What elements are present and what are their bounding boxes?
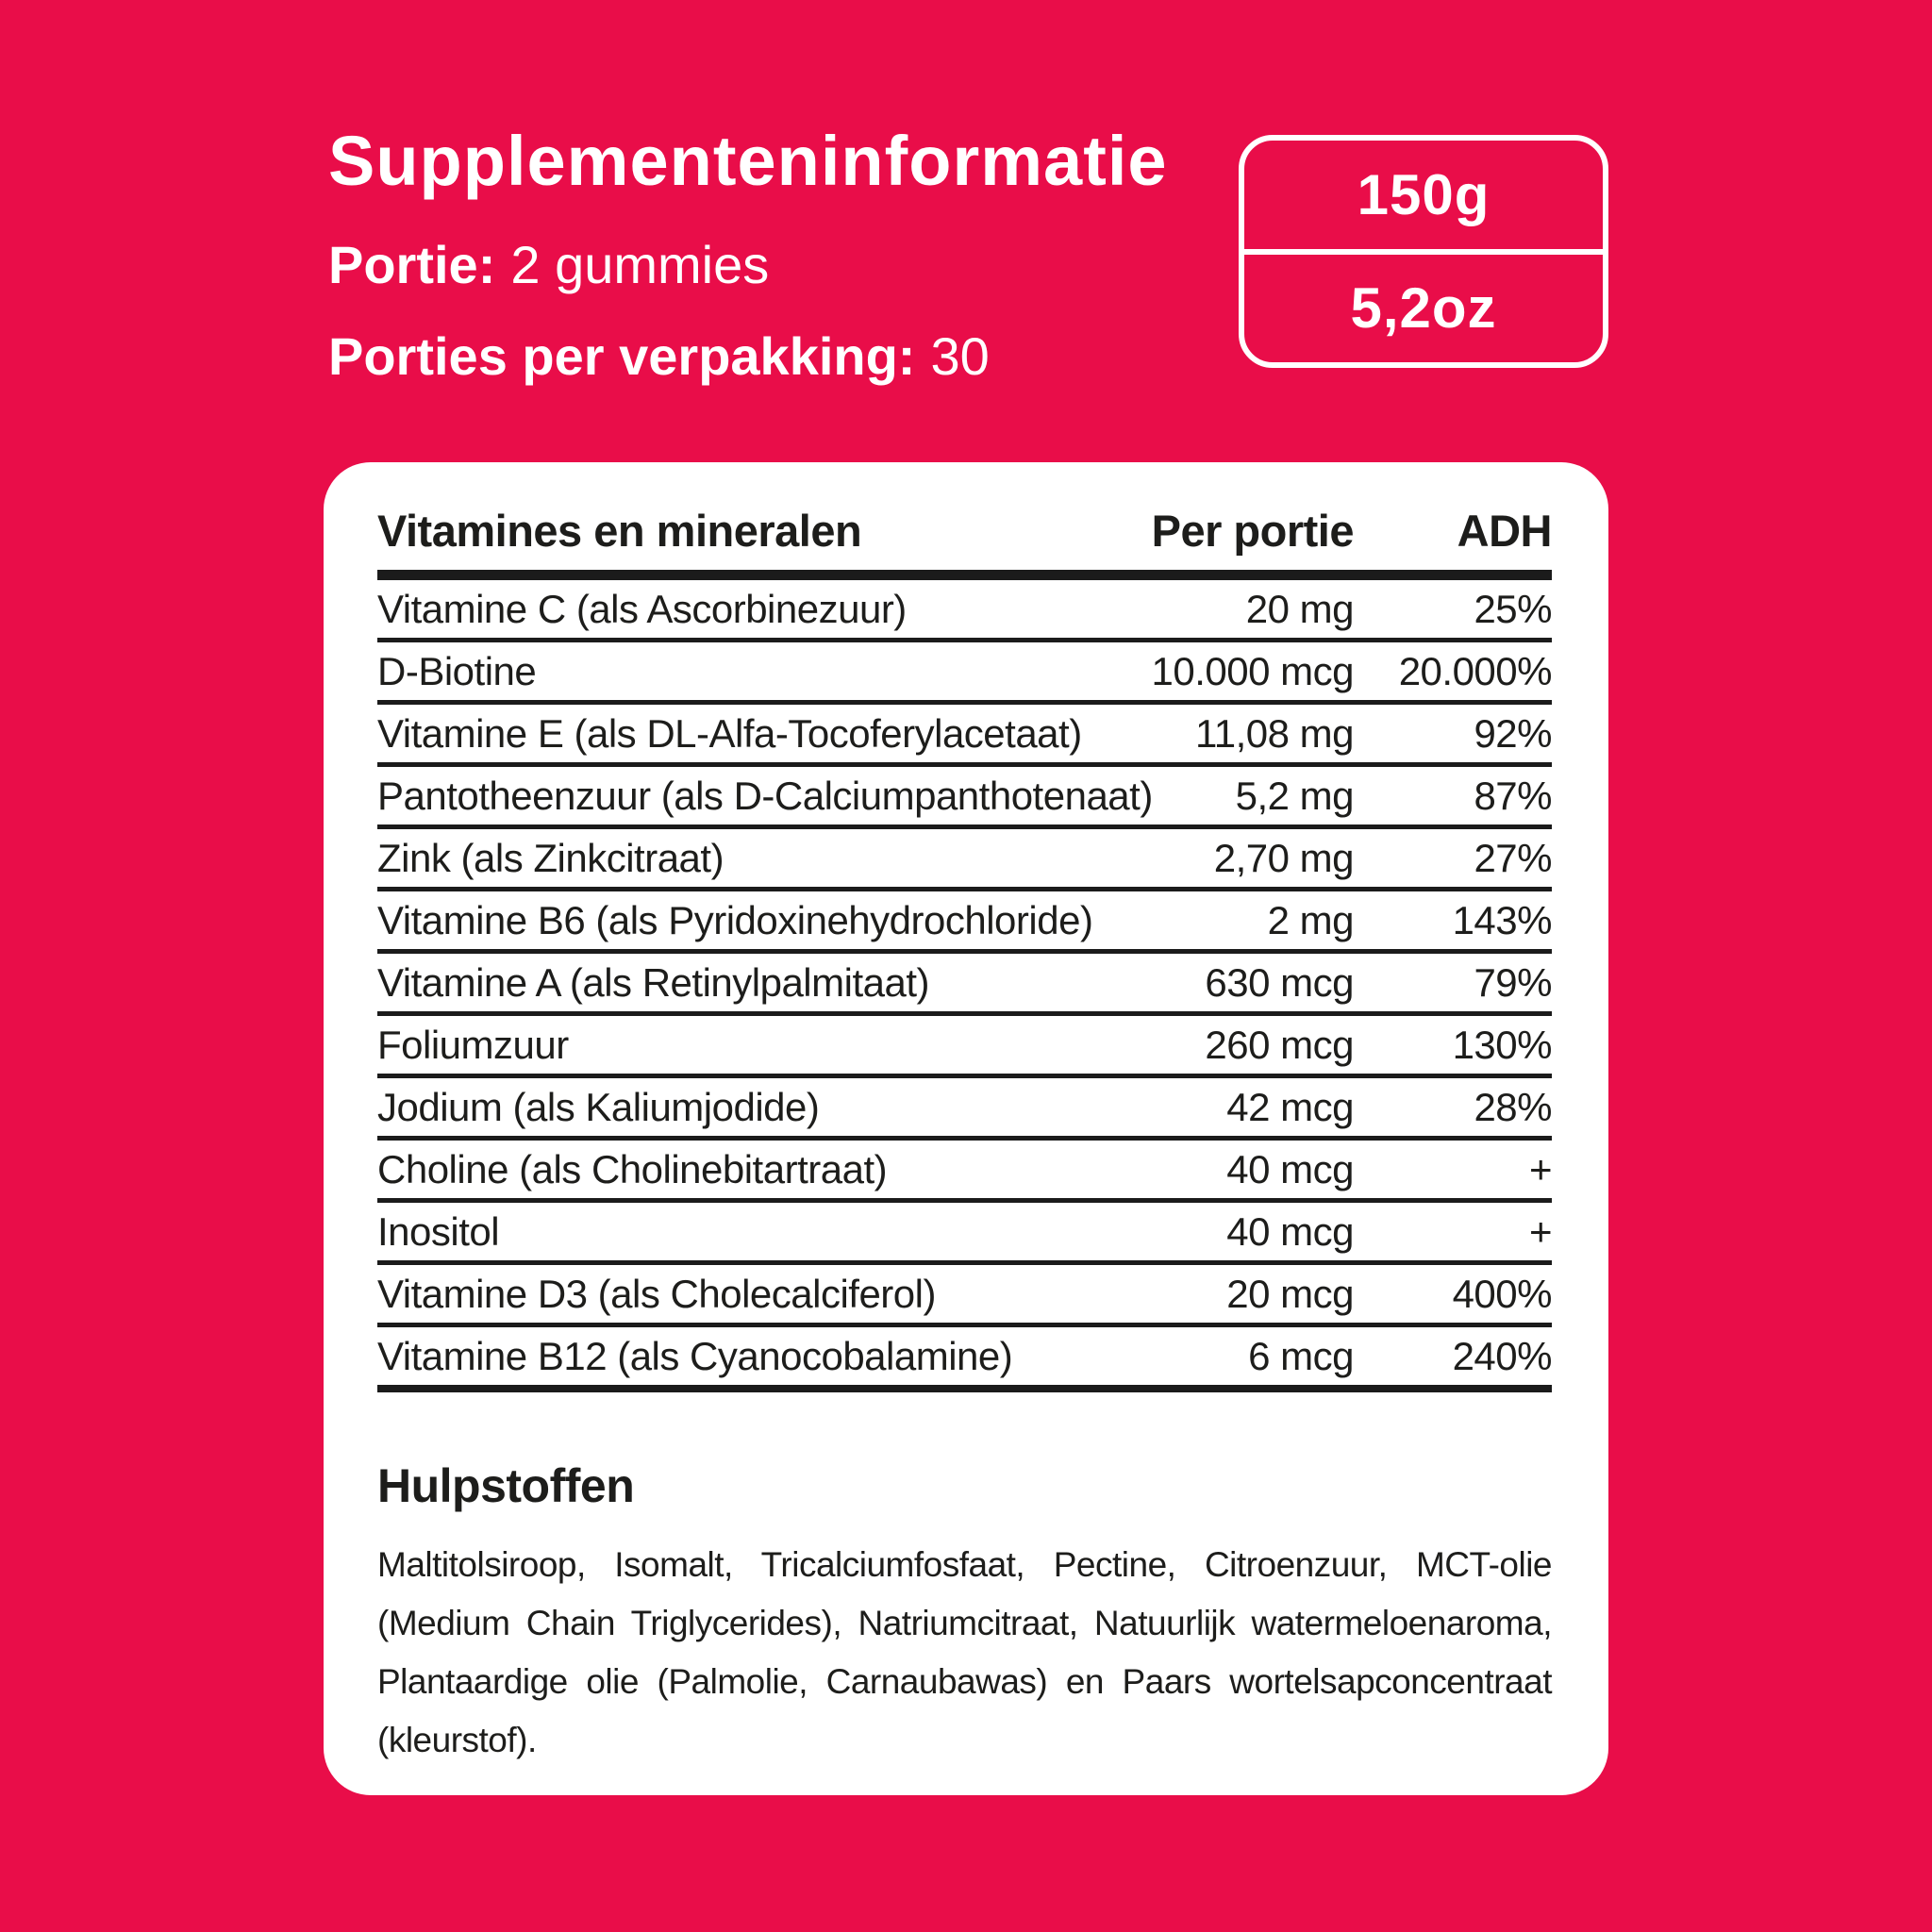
- nutrient-amount: 11,08 mg: [1195, 711, 1355, 756]
- excipients-line: Plantaardige olie (Palmolie, Carnaubawas…: [377, 1662, 1553, 1701]
- excipients-line: (Medium Chain Triglycerides), Natriumcit…: [377, 1604, 1553, 1642]
- serving-size-line: Portie: 2 gummies: [328, 234, 769, 295]
- nutrient-name: Vitamine B6 (als Pyridoxinehydrochloride…: [377, 898, 1093, 942]
- nutrient-name: D-Biotine: [377, 649, 537, 693]
- nutrient-adh: 25%: [1474, 587, 1552, 631]
- nutrient-name: Choline (als Cholinebitartraat): [377, 1147, 888, 1191]
- table-row: D-Biotine 10.000 mcg 20.000%: [377, 642, 1553, 705]
- nutrient-adh: 240%: [1452, 1334, 1553, 1378]
- table-row: Zink (als Zinkcitraat) 2,70 mg 27%: [377, 829, 1552, 891]
- excipients-line: (kleurstof).: [377, 1721, 537, 1759]
- nutrient-amount: 20 mcg: [1226, 1272, 1354, 1316]
- serving-size-label: Portie:: [328, 235, 496, 294]
- table-row: Inositol 40 mcg +: [377, 1203, 1553, 1265]
- table-header-nutrients: Vitamines en mineralen: [377, 506, 862, 556]
- nutrient-name: Inositol: [377, 1209, 500, 1254]
- nutrient-name: Vitamine B12 (als Cyanocobalamine): [377, 1334, 1013, 1378]
- nutrient-adh: 79%: [1474, 960, 1552, 1005]
- nutrient-adh: 27%: [1474, 836, 1552, 880]
- table-header-row: Vitamines en mineralen Per portie ADH: [377, 504, 1553, 580]
- nutrient-adh: 28%: [1474, 1085, 1552, 1129]
- excipients-heading: Hulpstoffen: [377, 1459, 635, 1512]
- nutrient-adh: 87%: [1474, 774, 1552, 818]
- servings-per-pack-line: Porties per verpakking: 30: [328, 325, 990, 387]
- table-row: Foliumzuur 260 mcg 130%: [377, 1016, 1553, 1078]
- table-header-adh: ADH: [1457, 506, 1553, 556]
- nutrient-amount: 260 mcg: [1205, 1023, 1354, 1067]
- nutrient-name: Vitamine A (als Retinylpalmitaat): [377, 960, 930, 1005]
- nutrient-amount: 6 mcg: [1248, 1334, 1354, 1378]
- nutrient-name: Vitamine C (als Ascorbinezuur): [377, 587, 907, 631]
- net-weight-ounces: 5,2oz: [1350, 276, 1497, 341]
- nutrient-amount: 630 mcg: [1205, 960, 1354, 1005]
- nutrient-name: Pantotheenzuur (als D-Calciumpanthotenaa…: [377, 774, 1153, 818]
- nutrient-adh: 143%: [1452, 898, 1553, 942]
- table-body: Vitamine C (als Ascorbinezuur) 20 mg 25%…: [377, 580, 1553, 1392]
- nutrient-name: Vitamine E (als DL-Alfa-Tocoferylacetaat…: [377, 711, 1082, 756]
- table-row: Vitamine D3 (als Cholecalciferol) 20 mcg…: [377, 1265, 1553, 1327]
- nutrient-name: Foliumzuur: [377, 1023, 569, 1067]
- table-row: Vitamine E (als DL-Alfa-Tocoferylacetaat…: [377, 705, 1552, 767]
- nutrient-name: Vitamine D3 (als Cholecalciferol): [377, 1272, 936, 1316]
- servings-per-pack-value: 30: [930, 326, 990, 386]
- nutrient-amount: 2 mg: [1267, 898, 1355, 942]
- nutrient-amount: 5,2 mg: [1235, 774, 1355, 818]
- table-row: Choline (als Cholinebitartraat) 40 mcg +: [377, 1141, 1553, 1203]
- nutrient-name: Zink (als Zinkcitraat): [377, 836, 724, 880]
- table-row: Pantotheenzuur (als D-Calciumpanthotenaa…: [377, 767, 1552, 829]
- nutrient-amount: 20 mg: [1245, 587, 1355, 631]
- table-row: Vitamine C (als Ascorbinezuur) 20 mg 25%: [377, 580, 1552, 642]
- nutrient-amount: 42 mcg: [1226, 1085, 1354, 1129]
- table-row: Jodium (als Kaliumjodide) 42 mcg 28%: [377, 1078, 1552, 1141]
- table-row: Vitamine B6 (als Pyridoxinehydrochloride…: [377, 891, 1553, 954]
- nutrient-amount: 40 mcg: [1226, 1209, 1354, 1254]
- nutrient-adh: +: [1528, 1209, 1553, 1254]
- net-weight-badge: 150g 5,2oz: [1239, 135, 1608, 368]
- nutrient-adh: 130%: [1452, 1023, 1553, 1067]
- servings-per-pack-label: Porties per verpakking:: [328, 326, 916, 386]
- excipients-line: Maltitolsiroop, Isomalt, Tricalciumfosfa…: [377, 1545, 1553, 1584]
- supplement-facts-card: Vitamines en mineralen Per portie ADH Vi…: [324, 462, 1608, 1795]
- nutrient-amount: 10.000 mcg: [1151, 649, 1355, 693]
- nutrient-name: Jodium (als Kaliumjodide): [377, 1085, 820, 1129]
- nutrient-adh: +: [1528, 1147, 1553, 1191]
- page-title: Supplementeninformatie: [328, 122, 1168, 200]
- serving-size-value: 2 gummies: [510, 235, 770, 294]
- nutrient-adh: 92%: [1474, 711, 1552, 756]
- nutrient-adh: 400%: [1452, 1272, 1553, 1316]
- nutrient-adh: 20.000%: [1398, 649, 1553, 693]
- table-row: Vitamine A (als Retinylpalmitaat) 630 mc…: [377, 954, 1552, 1016]
- nutrient-amount: 40 mcg: [1226, 1147, 1354, 1191]
- table-row: Vitamine B12 (als Cyanocobalamine) 6 mcg…: [377, 1327, 1553, 1392]
- excipients-text: Maltitolsiroop, Isomalt, Tricalciumfosfa…: [377, 1536, 1553, 1770]
- net-weight-grams: 150g: [1244, 141, 1603, 255]
- table-header-per-serving: Per portie: [1151, 506, 1355, 556]
- nutrient-amount: 2,70 mg: [1213, 836, 1355, 880]
